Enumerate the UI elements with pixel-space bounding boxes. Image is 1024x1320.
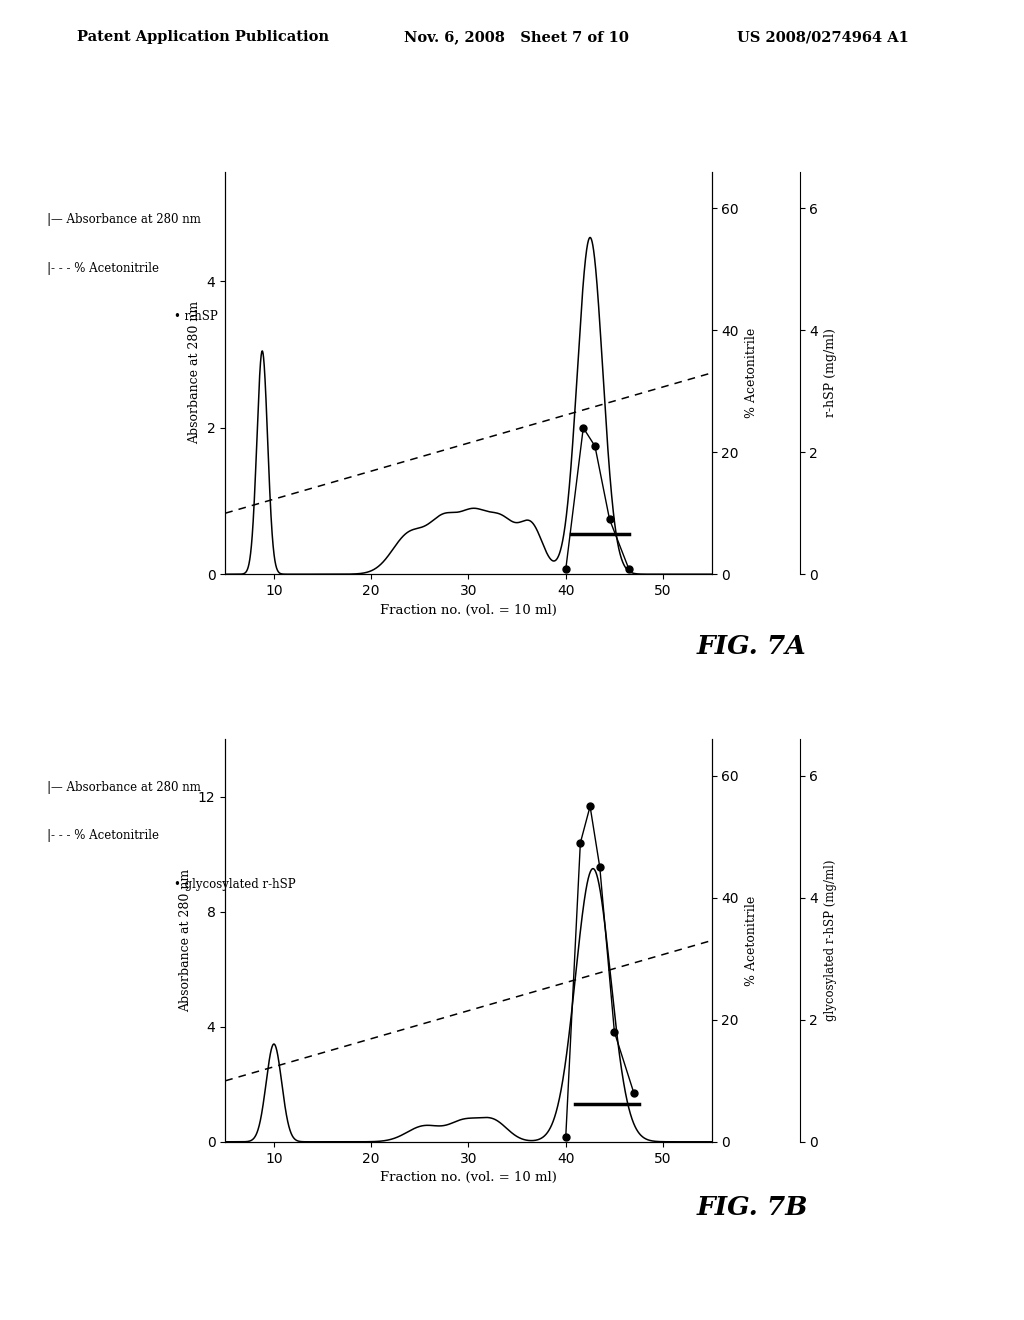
Text: - - - % Acetonitrile: - - - % Acetonitrile (51, 261, 159, 275)
Text: |: | (46, 781, 50, 795)
Text: • r-hSP: • r-hSP (174, 310, 218, 323)
Text: - - - % Acetonitrile: - - - % Acetonitrile (51, 829, 159, 842)
X-axis label: Fraction no. (vol. = 10 ml): Fraction no. (vol. = 10 ml) (380, 1171, 557, 1184)
Y-axis label: Absorbance at 280 nm: Absorbance at 280 nm (188, 301, 202, 445)
Text: |: | (46, 829, 50, 842)
Text: FIG. 7A: FIG. 7A (696, 634, 806, 659)
X-axis label: Fraction no. (vol. = 10 ml): Fraction no. (vol. = 10 ml) (380, 603, 557, 616)
Text: Nov. 6, 2008   Sheet 7 of 10: Nov. 6, 2008 Sheet 7 of 10 (404, 30, 630, 45)
Text: — Absorbance at 280 nm: — Absorbance at 280 nm (51, 214, 201, 227)
Text: Patent Application Publication: Patent Application Publication (77, 30, 329, 45)
Y-axis label: % Acetonitrile: % Acetonitrile (744, 895, 758, 986)
Y-axis label: glycosylated r-hSP (mg/ml): glycosylated r-hSP (mg/ml) (824, 859, 837, 1022)
Text: |: | (46, 261, 50, 275)
Text: US 2008/0274964 A1: US 2008/0274964 A1 (737, 30, 909, 45)
Text: • glycosylated r-hSP: • glycosylated r-hSP (174, 878, 296, 891)
Text: FIG. 7B: FIG. 7B (696, 1195, 808, 1220)
Y-axis label: Absorbance at 280 nm: Absorbance at 280 nm (179, 869, 193, 1012)
Y-axis label: r-hSP (mg/ml): r-hSP (mg/ml) (824, 329, 837, 417)
Y-axis label: % Acetonitrile: % Acetonitrile (744, 327, 758, 418)
Text: — Absorbance at 280 nm: — Absorbance at 280 nm (51, 781, 201, 795)
Text: |: | (46, 214, 50, 227)
